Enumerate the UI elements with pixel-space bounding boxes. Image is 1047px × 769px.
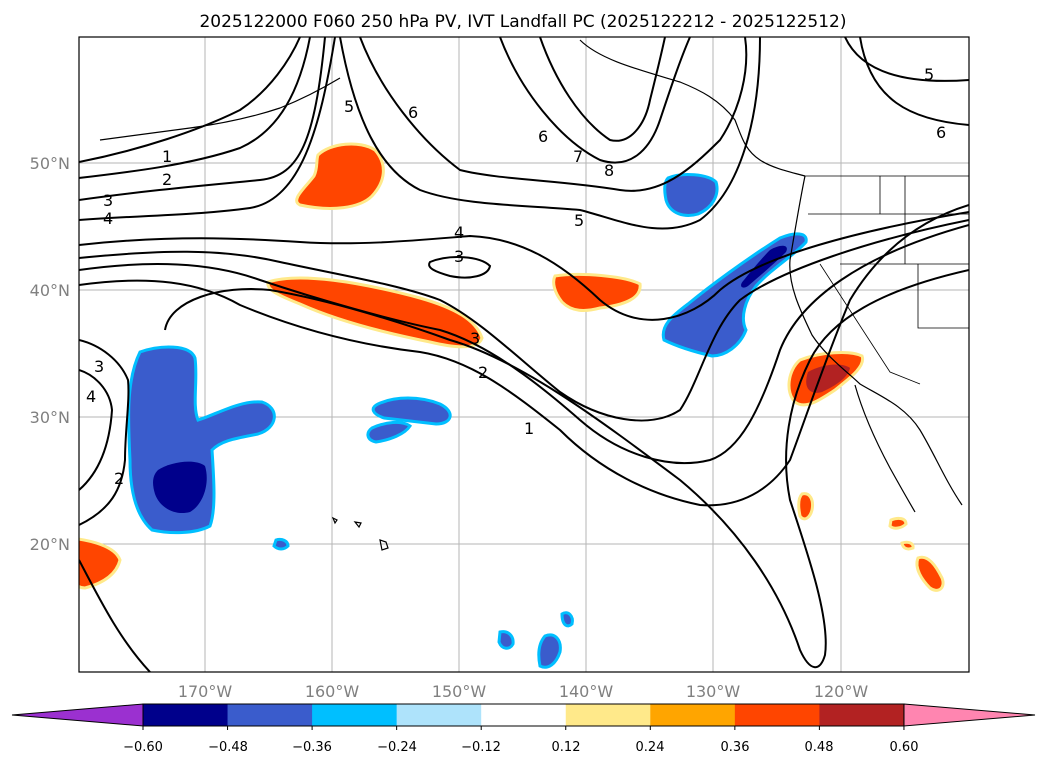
colorbar-segment xyxy=(565,704,651,726)
contour-label: 4 xyxy=(454,223,464,242)
map-frame xyxy=(78,36,970,673)
hawaii-islands xyxy=(331,516,389,551)
contour-2 xyxy=(79,37,969,464)
contour-label: 8 xyxy=(604,161,614,180)
state-borders xyxy=(805,175,969,385)
colorbar-tick-label: −0.48 xyxy=(208,740,248,755)
contour-south-trough xyxy=(79,269,969,672)
alaska-coast xyxy=(579,39,806,177)
contour-label: 2 xyxy=(478,363,488,382)
north-america-coast xyxy=(789,175,963,506)
contour-6 xyxy=(359,37,969,192)
figure-title: 2025122000 F060 250 hPa PV, IVT Landfall… xyxy=(199,12,846,32)
contour-label: 4 xyxy=(103,209,113,228)
contour-label: 3 xyxy=(454,247,464,266)
colorbar-outline xyxy=(142,703,905,727)
contour-4 xyxy=(79,37,969,321)
anomaly-blob-south-2 xyxy=(537,633,562,669)
contour-label: 6 xyxy=(538,127,548,146)
colorbar-segment xyxy=(143,704,229,726)
colorbar-tick-label: 0.24 xyxy=(636,740,665,755)
anomaly-blob-south-1 xyxy=(497,630,515,650)
anomaly-blob-north-pacific xyxy=(295,142,385,210)
lon-tick-label: 150°W xyxy=(432,682,487,701)
lat-tick-labels: 50°N 40°N 30°N 20°N xyxy=(30,154,70,554)
aleutian-chain xyxy=(99,77,341,141)
baja-coast xyxy=(854,384,916,513)
colorbar-segment xyxy=(396,704,482,726)
contour-label: 7 xyxy=(573,147,583,166)
contour-label: 3 xyxy=(94,357,104,376)
colorbar-tick-label: 0.48 xyxy=(805,740,834,755)
contour-label: 5 xyxy=(344,97,354,116)
colorbar-segment xyxy=(819,704,905,726)
contour-label: 3 xyxy=(103,191,113,210)
anomaly-blob-mexico-2 xyxy=(888,516,908,530)
colorbar-extend-right xyxy=(903,703,1036,727)
colorbar-segment xyxy=(734,704,820,726)
contour-label: 1 xyxy=(524,419,534,438)
lon-tick-label: 120°W xyxy=(814,682,869,701)
anomaly-blob-140w xyxy=(552,272,642,312)
colorbar-tick-label: 0.36 xyxy=(721,740,750,755)
anomaly-blob-hawaii xyxy=(272,537,290,551)
colorbar-tick-label: 0.12 xyxy=(552,740,581,755)
anomaly-blob-west-edge xyxy=(79,537,122,590)
contour-1 xyxy=(79,37,969,507)
contour-3 xyxy=(79,37,969,422)
colorbar-segment xyxy=(650,704,736,726)
colorbar-extend-left xyxy=(11,703,144,727)
positive-anomalies xyxy=(79,142,945,592)
anomaly-blob-160w-a xyxy=(371,396,452,426)
contour-label-layer: 1 2 3 4 5 6 7 8 5 6 4 3 3 4 2 1 2 3 5 6 xyxy=(86,65,946,488)
anomaly-blob-23n xyxy=(797,492,814,521)
colorbar-tick-label: −0.36 xyxy=(292,740,332,755)
colorbar-segment xyxy=(227,704,313,726)
anomaly-blob-mexico-1 xyxy=(915,555,945,592)
colorbar-segment xyxy=(312,704,398,726)
colorbar-segment xyxy=(481,704,567,726)
lon-tick-labels: 170°W 160°W 150°W 140°W 130°W 120°W xyxy=(178,682,869,701)
lon-tick-label: 140°W xyxy=(559,682,614,701)
colorbar-tick-label: −0.12 xyxy=(461,740,501,755)
anomaly-blob-south-3 xyxy=(560,611,574,628)
contour-8 xyxy=(539,37,666,142)
anomaly-blob-mexico-3 xyxy=(900,540,915,551)
contour-small-loop xyxy=(428,256,492,279)
lon-tick-label: 170°W xyxy=(178,682,233,701)
contour-label: 6 xyxy=(936,123,946,142)
height-contours xyxy=(79,37,969,672)
colorbar-tick-label: −0.60 xyxy=(123,740,163,755)
contour-label: 4 xyxy=(86,387,96,406)
map-content: 1 2 3 4 5 6 7 8 5 6 4 3 3 4 2 1 2 3 5 6 xyxy=(79,37,969,672)
contour-5 xyxy=(339,37,969,230)
anomaly-blob-gulf-alaska xyxy=(663,173,719,217)
contour-southwest-lobe xyxy=(79,339,130,526)
anomaly-blob-160w-b xyxy=(366,420,413,444)
contour-label: 3 xyxy=(470,329,480,348)
colorbar xyxy=(11,703,1036,730)
contour-label: 2 xyxy=(114,469,124,488)
coastlines xyxy=(99,39,969,551)
contour-label: 5 xyxy=(924,65,934,84)
contour-label: 1 xyxy=(162,147,172,166)
colorbar-tick-labels: −0.60 −0.48 −0.36 −0.24 −0.12 0.12 0.24 … xyxy=(123,740,918,755)
lat-tick-label: 20°N xyxy=(30,535,70,554)
negative-anomalies xyxy=(127,173,808,669)
colorbar-tick-label: −0.24 xyxy=(377,740,417,755)
anomaly-band-northeast-core xyxy=(741,245,787,288)
contour-7 xyxy=(499,37,691,164)
contour-label: 2 xyxy=(162,170,172,189)
contour-label: 5 xyxy=(574,211,584,230)
lat-tick-label: 30°N xyxy=(30,408,70,427)
anomaly-blob-west-pacific-core xyxy=(153,461,207,514)
contour-label: 6 xyxy=(408,103,418,122)
lat-tick-label: 40°N xyxy=(30,281,70,300)
lon-tick-label: 130°W xyxy=(686,682,741,701)
colorbar-tick-label: 0.60 xyxy=(890,740,919,755)
lon-tick-label: 160°W xyxy=(305,682,360,701)
lat-tick-label: 50°N xyxy=(30,154,70,173)
